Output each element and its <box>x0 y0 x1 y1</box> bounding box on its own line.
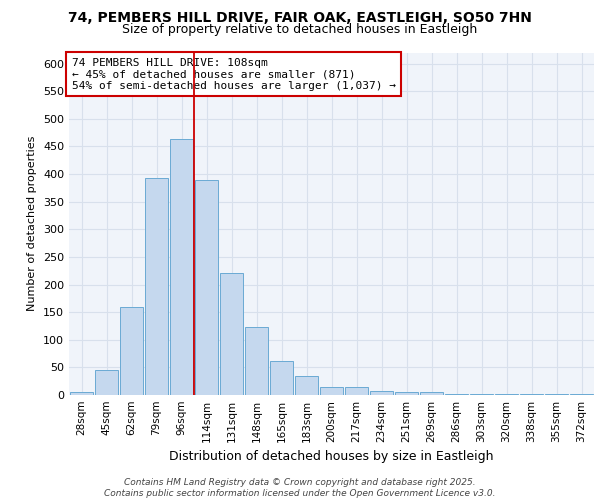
Bar <box>569 394 593 395</box>
Bar <box>494 394 518 395</box>
Bar <box>194 180 218 395</box>
Bar <box>170 139 193 395</box>
Text: Contains HM Land Registry data © Crown copyright and database right 2025.
Contai: Contains HM Land Registry data © Crown c… <box>104 478 496 498</box>
Bar <box>269 361 293 395</box>
X-axis label: Distribution of detached houses by size in Eastleigh: Distribution of detached houses by size … <box>169 450 494 464</box>
Text: 74 PEMBERS HILL DRIVE: 108sqm
← 45% of detached houses are smaller (871)
54% of : 74 PEMBERS HILL DRIVE: 108sqm ← 45% of d… <box>71 58 395 91</box>
Text: 74, PEMBERS HILL DRIVE, FAIR OAK, EASTLEIGH, SO50 7HN: 74, PEMBERS HILL DRIVE, FAIR OAK, EASTLE… <box>68 11 532 25</box>
Bar <box>395 392 418 395</box>
Bar <box>220 274 244 395</box>
Bar <box>295 376 319 395</box>
Bar <box>470 394 493 395</box>
Bar <box>145 178 169 395</box>
Bar <box>95 370 118 395</box>
Text: Size of property relative to detached houses in Eastleigh: Size of property relative to detached ho… <box>122 22 478 36</box>
Bar <box>545 394 568 395</box>
Bar <box>344 388 368 395</box>
Bar <box>419 392 443 395</box>
Bar <box>370 391 394 395</box>
Bar <box>445 394 469 395</box>
Bar <box>320 388 343 395</box>
Bar <box>520 394 544 395</box>
Bar <box>70 392 94 395</box>
Y-axis label: Number of detached properties: Number of detached properties <box>28 136 37 312</box>
Bar <box>245 327 268 395</box>
Bar <box>119 306 143 395</box>
